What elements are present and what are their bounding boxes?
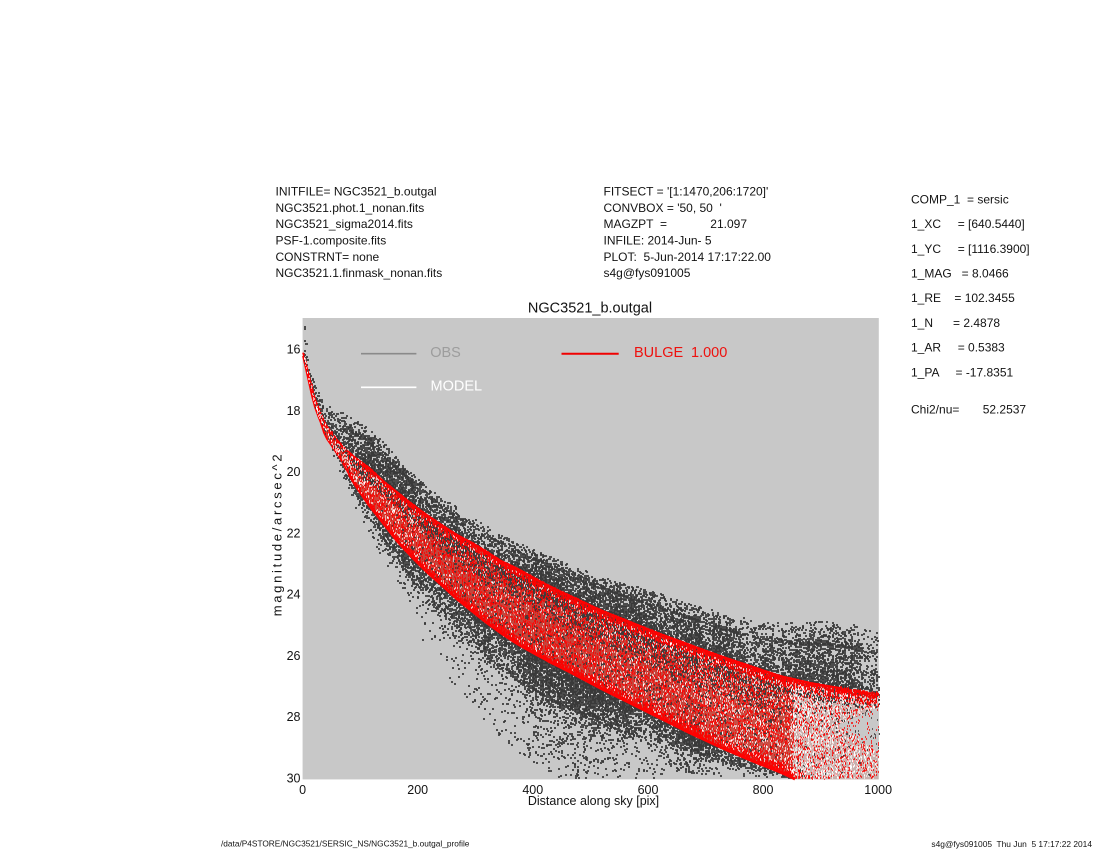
svg-text:/data/P4STORE/NGC3521/SERSIC_N: /data/P4STORE/NGC3521/SERSIC_NS/NGC3521_… bbox=[221, 839, 470, 849]
svg-text:MAGZPT = 21.097: MAGZPT = 21.097 bbox=[604, 217, 748, 231]
svg-text:1.000: 1.000 bbox=[691, 345, 727, 361]
svg-text:NGC3521.phot.1_nonan.fits: NGC3521.phot.1_nonan.fits bbox=[276, 201, 425, 215]
svg-text:1_MAG = 8.0466: 1_MAG = 8.0466 bbox=[911, 267, 1009, 281]
svg-text:INITFILE= NGC3521_b.outgal: INITFILE= NGC3521_b.outgal bbox=[276, 185, 437, 199]
svg-text:CONVBOX = '50, 50 ': CONVBOX = '50, 50 ' bbox=[604, 201, 722, 215]
svg-text:INFILE: 2014-Jun- 5: INFILE: 2014-Jun- 5 bbox=[604, 234, 712, 248]
svg-text:NGC3521_sigma2014.fits: NGC3521_sigma2014.fits bbox=[276, 217, 413, 231]
svg-text:NGC3521_b.outgal: NGC3521_b.outgal bbox=[528, 301, 652, 317]
svg-text:MODEL: MODEL bbox=[431, 379, 483, 395]
svg-text:s4g@fys091005 Thu Jun 5 17:1: s4g@fys091005 Thu Jun 5 17:17:22 2014 bbox=[931, 839, 1092, 849]
svg-text:COMP_1 = sersic: COMP_1 = sersic bbox=[911, 192, 1009, 206]
svg-text:18: 18 bbox=[287, 404, 301, 418]
svg-text:400: 400 bbox=[522, 783, 543, 797]
svg-text:s4g@fys091005: s4g@fys091005 bbox=[604, 266, 691, 280]
svg-text:24: 24 bbox=[287, 588, 301, 602]
svg-text:0: 0 bbox=[299, 783, 306, 797]
svg-text:NGC3521.1.finmask_nonan.fits: NGC3521.1.finmask_nonan.fits bbox=[276, 266, 443, 280]
svg-text:600: 600 bbox=[638, 783, 659, 797]
svg-text:1_RE = 102.3455: 1_RE = 102.3455 bbox=[911, 291, 1015, 305]
svg-text:1000: 1000 bbox=[864, 783, 892, 797]
svg-text:26: 26 bbox=[287, 649, 301, 663]
svg-text:PSF-1.composite.fits: PSF-1.composite.fits bbox=[276, 234, 387, 248]
svg-text:Chi2/nu= 52.2537: Chi2/nu= 52.2537 bbox=[911, 403, 1026, 417]
svg-text:BULGE: BULGE bbox=[634, 345, 683, 361]
svg-text:OBS: OBS bbox=[430, 345, 461, 361]
svg-text:Distance along sky [pix]: Distance along sky [pix] bbox=[528, 794, 659, 808]
svg-text:CONSTRNT= none: CONSTRNT= none bbox=[276, 250, 380, 264]
svg-text:22: 22 bbox=[287, 526, 301, 540]
svg-text:30: 30 bbox=[287, 772, 301, 786]
svg-text:1_YC = [1116.3900]: 1_YC = [1116.3900] bbox=[911, 242, 1030, 256]
svg-text:28: 28 bbox=[287, 710, 301, 724]
svg-text:PLOT: 5-Jun-2014 17:17:22.00: PLOT: 5-Jun-2014 17:17:22.00 bbox=[604, 250, 772, 264]
svg-text:1_N = 2.4878: 1_N = 2.4878 bbox=[911, 316, 1000, 330]
svg-text:magnitude/arcsec^2: magnitude/arcsec^2 bbox=[270, 452, 285, 617]
svg-text:200: 200 bbox=[407, 783, 428, 797]
svg-text:FITSECT = '[1:1470,206:1720]': FITSECT = '[1:1470,206:1720]' bbox=[604, 185, 769, 199]
svg-text:1_PA = -17.8351: 1_PA = -17.8351 bbox=[911, 365, 1014, 379]
svg-text:20: 20 bbox=[287, 465, 301, 479]
svg-text:1_AR = 0.5383: 1_AR = 0.5383 bbox=[911, 341, 1005, 355]
svg-text:1_XC = [640.5440]: 1_XC = [640.5440] bbox=[911, 217, 1025, 231]
svg-text:16: 16 bbox=[287, 343, 301, 357]
svg-text:800: 800 bbox=[753, 783, 774, 797]
